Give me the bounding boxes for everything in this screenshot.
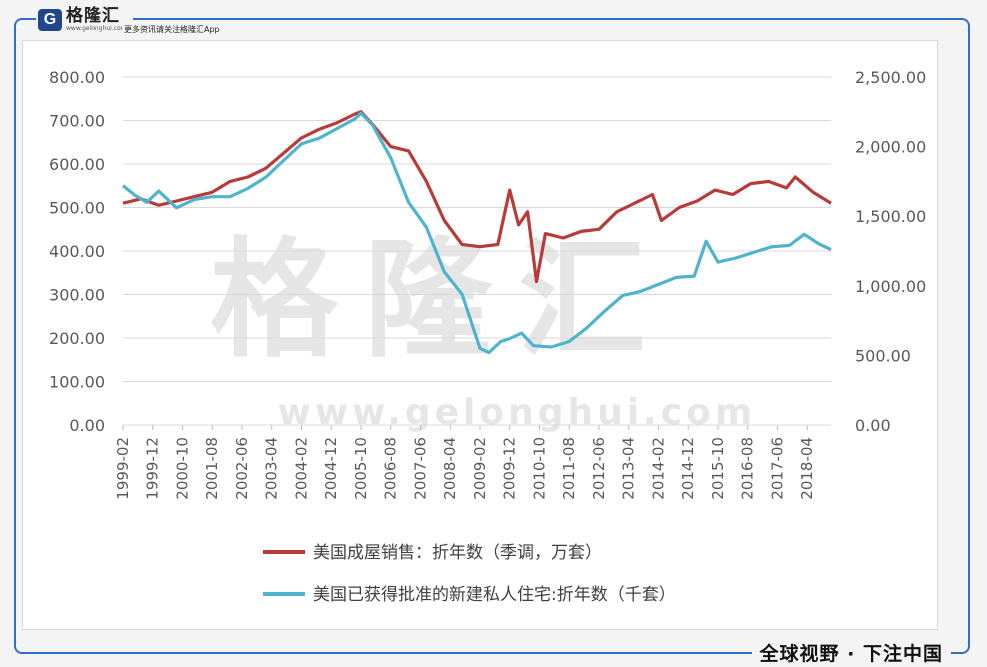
x-tick-label: 2000-10 [173,437,191,500]
x-tick-label: 2014-02 [649,437,667,500]
x-tick-label: 2001-08 [203,437,221,500]
x-tick-label: 2011-08 [560,437,578,500]
legend: 美国成屋销售：折年数（季调，万套） 美国已获得批准的新建私人住宅:折年数（千套） [263,543,676,605]
x-tick-label: 2013-04 [620,437,638,500]
logo-icon: G [38,9,62,31]
watermark-logo-text: 格隆汇 [210,226,672,375]
x-tick-label: 2003-04 [263,437,281,500]
y-right-tick-label: 1,500.00 [855,207,926,226]
x-tick-label: 2005-10 [352,437,370,500]
y-left-tick-label: 600.00 [49,155,105,174]
legend-label-1: 美国成屋销售：折年数（季调，万套） [313,543,602,563]
brand-tagline: 更多资讯请关注格隆汇App [122,24,222,35]
brand-name: 格隆汇 [66,6,120,26]
y-left-tick-label: 300.00 [49,286,105,305]
series-line-2 [121,111,832,355]
y-right-tick-label: 0.00 [855,416,891,435]
footer-slogan: 全球视野 · 下注中国 [751,639,951,666]
x-tick-label: 1999-12 [144,437,162,500]
x-tick-label: 2009-12 [501,437,519,500]
x-tick-label: 2006-08 [382,437,400,500]
y-left-tick-label: 200.00 [49,329,105,348]
legend-label-2: 美国已获得批准的新建私人住宅:折年数（千套） [313,585,676,605]
watermark: 格隆汇 www.gelonghui.com [210,226,757,433]
y-left-tick-label: 700.00 [49,112,105,131]
y-axis-right: 0.00 500.00 1,000.00 1,500.00 2,000.00 2,500.… [855,68,926,435]
x-tick-label: 2004-02 [292,437,310,500]
chart-panel: 格隆汇 www.gelonghui.com 0.00 100.00 200.00 30… [22,40,938,630]
brand-url: www.gelonghui.com [66,25,127,32]
y-right-tick-label: 500.00 [855,346,911,365]
x-axis: 1999-02 1999-12 2000-10 2001-08 2002-06 2003-… [114,425,816,500]
x-tick-label: 2010-10 [530,437,548,500]
y-left-tick-label: 500.00 [49,199,105,218]
x-tick-label: 2008-04 [441,437,459,500]
y-left-tick-label: 800.00 [49,68,105,87]
series-line-1 [122,110,832,284]
grid [123,76,831,426]
y-left-tick-label: 400.00 [49,242,105,261]
x-tick-label: 2004-12 [322,437,340,500]
brand-text: 格隆汇 www.gelonghui.com [66,8,127,32]
y-right-tick-label: 2,000.00 [855,138,926,157]
x-tick-label: 2015-10 [709,437,727,500]
y-axis-left: 0.00 100.00 200.00 300.00 400.00 500.00 600.00… [49,68,105,435]
y-left-tick-label: 0.00 [69,416,105,435]
x-tick-label: 2012-06 [590,437,608,500]
line-chart: 格隆汇 www.gelonghui.com 0.00 100.00 200.00 30… [49,68,926,605]
x-tick-label: 2014-12 [679,437,697,500]
x-tick-label: 2009-02 [471,437,489,500]
x-tick-label: 2018-04 [798,437,816,500]
x-tick-label: 1999-02 [114,437,132,500]
x-tick-label: 2017-06 [768,437,786,500]
y-left-tick-label: 100.00 [49,373,105,392]
x-tick-label: 2007-06 [411,437,429,500]
x-tick-label: 2002-06 [233,437,251,500]
brand-header: G 格隆汇 www.gelonghui.com [36,6,133,34]
x-tick-label: 2016-08 [739,437,757,500]
series-lines [121,110,832,355]
y-right-tick-label: 2,500.00 [855,68,926,87]
y-right-tick-label: 1,000.00 [855,277,926,296]
watermark-url: www.gelonghui.com [278,392,757,433]
